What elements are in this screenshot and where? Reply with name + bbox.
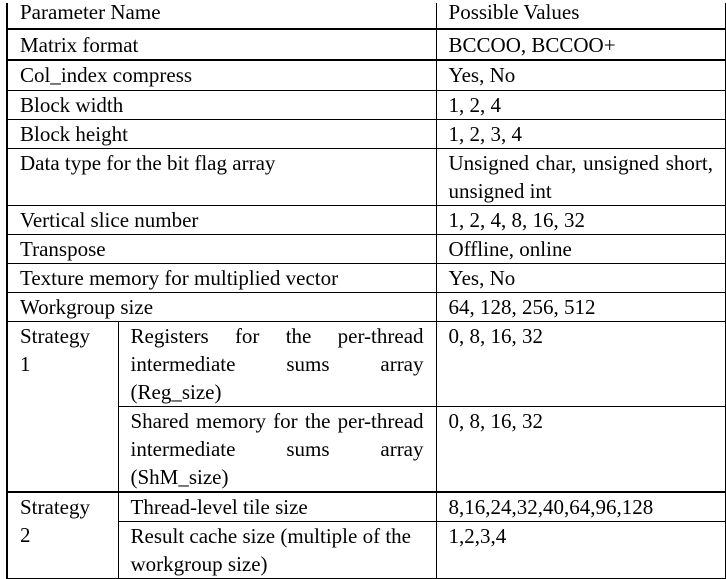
strategy-2-label: Strategy 2 (6, 490, 119, 579)
table-header-row: Parameter Name Possible Values (5, 0, 726, 30)
row-param-reg-size: Registers for the per-thread intermediat… (117, 320, 437, 407)
table-row: Data type for the bit flag array Unsigne… (5, 147, 726, 206)
row-values-shm-size: 0, 8, 16, 32 (435, 405, 726, 492)
row-param-block-width: Block width (5, 89, 437, 120)
table-row: Strategy 1 Registers for the per-thread … (6, 320, 726, 492)
table-row: Block width 1, 2, 4 (5, 89, 726, 120)
row-values-bit-flag-type: Unsigned char, unsigned short, unsigned … (435, 147, 726, 206)
row-values-matrix-format: BCCOO, BCCOO+ (435, 28, 726, 61)
row-param-col-index-compress: Col_index compress (5, 59, 437, 91)
table-row: Block height 1, 2, 3, 4 (5, 118, 726, 149)
row-values-block-height: 1, 2, 3, 4 (435, 118, 726, 149)
table-row: Result cache size (multiple of the workg… (7, 520, 726, 579)
row-param-vertical-slice-number: Vertical slice number (5, 204, 437, 235)
parameter-table: Parameter Name Possible Values Matrix fo… (5, 0, 726, 579)
row-values-reg-size: 0, 8, 16, 32 (435, 320, 726, 407)
row-param-matrix-format: Matrix format (5, 28, 437, 61)
row-values-transpose: Offline, online (435, 233, 726, 264)
row-values-col-index-compress: Yes, No (435, 59, 726, 91)
header-parameter-name: Parameter Name (5, 0, 437, 30)
table-row: Vertical slice number 1, 2, 4, 8, 16, 32 (5, 204, 726, 235)
row-values-texture-memory: Yes, No (435, 262, 726, 293)
row-param-texture-memory: Texture memory for multiplied vector (5, 262, 437, 293)
table-row: Workgroup size 64, 128, 256, 512 (5, 291, 726, 322)
table-row: Transpose Offline, online (5, 233, 726, 264)
row-param-bit-flag-type: Data type for the bit flag array (5, 147, 437, 206)
row-param-thread-tile-size: Thread-level tile size (117, 490, 437, 522)
row-values-vertical-slice-number: 1, 2, 4, 8, 16, 32 (435, 204, 726, 235)
row-param-workgroup-size: Workgroup size (5, 291, 437, 322)
row-param-block-height: Block height (5, 118, 437, 149)
table-row: Strategy 2 Thread-level tile size 8,16,2… (6, 490, 726, 579)
table-row: Col_index compress Yes, No (5, 59, 726, 91)
table-row: Texture memory for multiplied vector Yes… (5, 262, 726, 293)
row-param-result-cache-size: Result cache size (multiple of the workg… (117, 520, 437, 579)
row-param-transpose: Transpose (5, 233, 437, 264)
row-values-thread-tile-size: 8,16,24,32,40,64,96,128 (435, 490, 726, 522)
page-top-edge (0, 0, 726, 3)
row-values-result-cache-size: 1,2,3,4 (435, 520, 726, 579)
header-possible-values: Possible Values (435, 0, 726, 30)
row-values-workgroup-size: 64, 128, 256, 512 (435, 291, 726, 322)
strategy-1-label: Strategy 1 (6, 320, 119, 492)
table-row: Matrix format BCCOO, BCCOO+ (5, 28, 726, 61)
row-values-block-width: 1, 2, 4 (435, 89, 726, 120)
row-param-shm-size: Shared memory for the per-thread interme… (117, 405, 437, 492)
table-row: Shared memory for the per-thread interme… (7, 405, 726, 492)
